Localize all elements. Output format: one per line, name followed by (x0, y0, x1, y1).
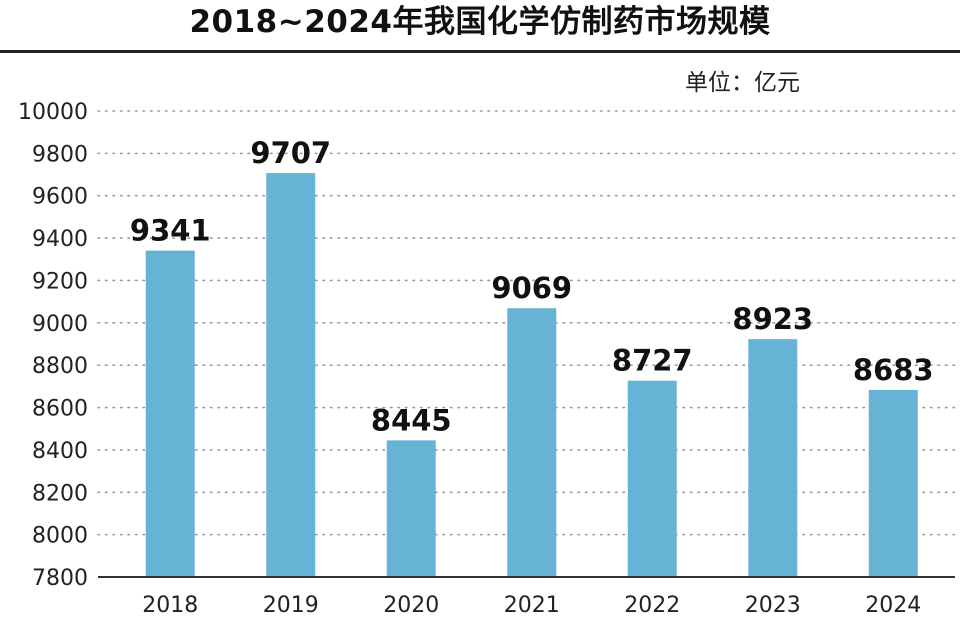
x-tick-label-2024: 2024 (865, 593, 921, 618)
data-label-2018: 9341 (130, 214, 211, 248)
y-tick-label: 7800 (32, 566, 88, 591)
x-tick-label-2023: 2023 (745, 593, 801, 618)
y-axis-ticks: 7800 8000 8200 8400 8600 8800 9000 9200 9400 9600… (18, 100, 88, 591)
chart-title: 2018~2024年我国化学仿制药市场规模 (189, 4, 771, 40)
y-tick-label: 9000 (32, 312, 88, 337)
bar-2018 (145, 250, 195, 577)
x-tick-label-2019: 2019 (263, 593, 319, 618)
y-tick-label: 8200 (32, 481, 88, 506)
data-label-2020: 8445 (371, 403, 452, 437)
x-tick-label-2021: 2021 (504, 593, 560, 618)
y-tick-label: 8600 (32, 397, 88, 422)
y-tick-label: 8400 (32, 439, 88, 464)
data-label-2022: 8727 (612, 344, 693, 378)
bars (145, 173, 918, 577)
x-tick-label-2018: 2018 (142, 593, 198, 618)
x-tick-label-2022: 2022 (624, 593, 680, 618)
y-tick-label: 9800 (32, 142, 88, 167)
y-tick-label: 10000 (18, 100, 88, 125)
data-label-2024: 8683 (853, 353, 934, 387)
data-labels: 9341 9707 8445 9069 8727 8923 8683 (130, 136, 934, 437)
bar-2022 (627, 380, 677, 577)
y-tick-label: 9400 (32, 227, 88, 252)
bar-2023 (748, 339, 798, 577)
unit-label: 单位：亿元 (685, 70, 800, 96)
title-divider (0, 50, 960, 53)
x-tick-label-2020: 2020 (383, 593, 439, 618)
x-axis-ticks: 2018 2019 2020 2021 2022 2023 2024 (142, 593, 921, 618)
bar-2019 (266, 173, 316, 577)
y-tick-label: 9200 (32, 269, 88, 294)
bar-2024 (868, 389, 918, 577)
data-label-2021: 9069 (491, 271, 572, 305)
y-tick-label: 8000 (32, 524, 88, 549)
y-tick-label: 8800 (32, 354, 88, 379)
bar-2021 (507, 308, 557, 577)
data-label-2019: 9707 (250, 136, 331, 170)
bar-2020 (386, 440, 436, 577)
y-tick-label: 9600 (32, 185, 88, 210)
data-label-2023: 8923 (732, 302, 813, 336)
